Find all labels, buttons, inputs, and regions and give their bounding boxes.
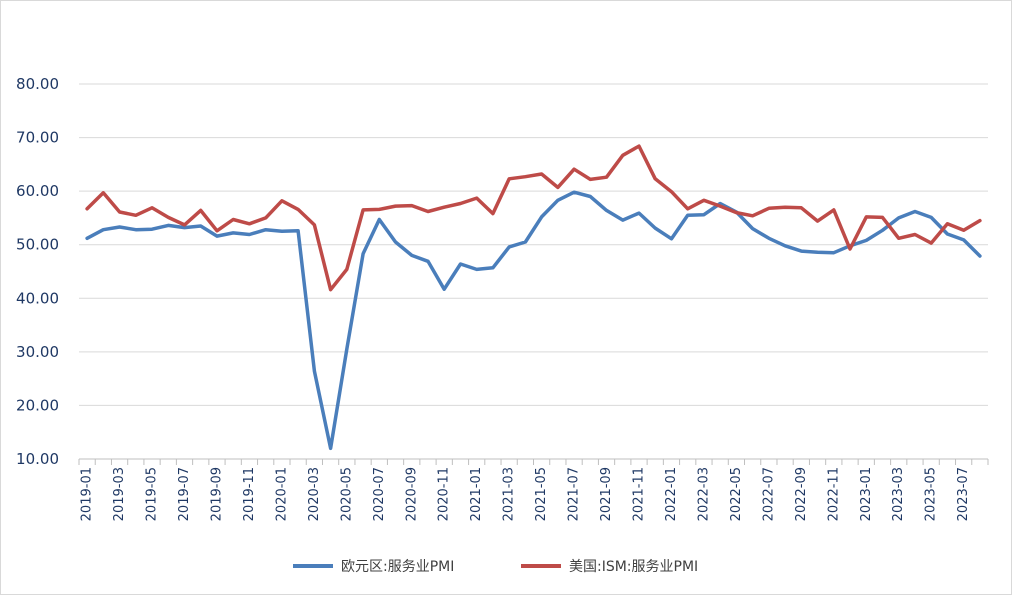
y-axis: 10.00 20.00 30.00 40.00 50.00 60.00 70.00 80.00 — [16, 75, 59, 468]
legend: 欧元区:服务业PMI 美国:ISM:服务业PMI — [293, 559, 698, 575]
x-axis: 2019-01 2019-03 2019-05 2019-07 2019-09 2019-… — [78, 458, 989, 521]
y-tick-label: 60.00 — [16, 182, 59, 200]
legend-label: 欧元区:服务业PMI — [341, 559, 454, 575]
x-tick-label: 2022-05 — [729, 467, 744, 521]
x-tick-label: 2020-03 — [307, 467, 322, 521]
x-tick-label: 2023-07 — [956, 467, 971, 521]
x-tick-label: 2022-11 — [826, 467, 841, 521]
x-tick-label: 2019-11 — [242, 467, 257, 521]
x-tick-label: 2021-07 — [567, 467, 582, 521]
x-tick-label: 2019-05 — [145, 467, 160, 521]
y-tick-label: 50.00 — [16, 236, 59, 254]
y-tick-label: 20.00 — [16, 396, 59, 414]
y-tick-label: 80.00 — [16, 75, 59, 93]
series-line-2 — [85, 144, 982, 292]
y-tick-label: 30.00 — [16, 343, 59, 361]
series-lines — [85, 144, 982, 451]
legend-label: 美国:ISM:服务业PMI — [569, 559, 698, 575]
x-tick-label: 2020-05 — [339, 467, 354, 521]
x-tick-label: 2023-05 — [924, 467, 939, 521]
x-tick-label: 2019-01 — [80, 467, 95, 521]
gridlines — [79, 83, 988, 406]
y-tick-label: 40.00 — [16, 289, 59, 307]
x-tick-label: 2021-01 — [469, 467, 484, 521]
x-tick-label: 2021-05 — [534, 467, 549, 521]
x-tick-label: 2019-03 — [112, 467, 127, 521]
y-tick-label: 70.00 — [16, 129, 59, 147]
x-tick-label: 2021-11 — [632, 467, 647, 521]
x-tick-label: 2022-03 — [696, 467, 711, 521]
x-tick-label: 2019-09 — [209, 467, 224, 521]
y-tick-label: 10.00 — [16, 450, 59, 468]
x-tick-label: 2021-03 — [502, 467, 517, 521]
legend-item-1: 欧元区:服务业PMI — [293, 559, 454, 575]
x-tick-label: 2020-01 — [274, 467, 289, 521]
x-tick-label: 2022-07 — [761, 467, 776, 521]
x-tick-label: 2023-03 — [891, 467, 906, 521]
x-tick-label: 2022-01 — [664, 467, 679, 521]
legend-item-2: 美国:ISM:服务业PMI — [521, 559, 698, 575]
x-tick-label: 2020-07 — [372, 467, 387, 521]
x-tick-label: 2020-11 — [437, 467, 452, 521]
x-tick-label: 2019-07 — [177, 467, 192, 521]
series-line-1 — [85, 190, 982, 451]
x-tick-label: 2021-09 — [599, 467, 614, 521]
x-tick-label: 2020-09 — [404, 467, 419, 521]
x-tick-label: 2023-01 — [859, 467, 874, 521]
x-tick-label: 2022-09 — [794, 467, 809, 521]
